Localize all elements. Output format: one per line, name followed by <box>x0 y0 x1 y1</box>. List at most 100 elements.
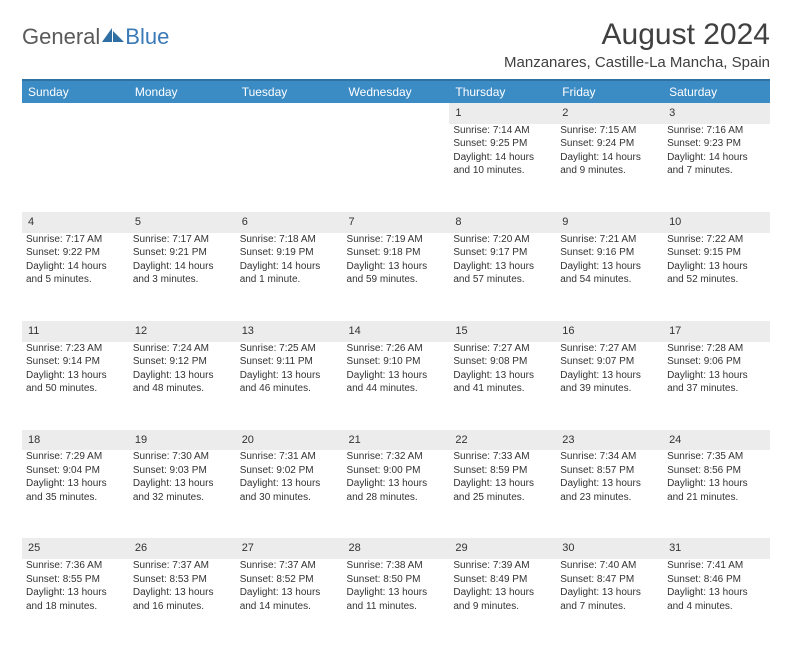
daylight-text: Daylight: 13 hours and 9 minutes. <box>453 586 552 613</box>
sunrise-text: Sunrise: 7:36 AM <box>26 559 125 573</box>
sunrise-text: Sunrise: 7:26 AM <box>347 342 446 356</box>
day-number-cell: 26 <box>129 538 236 559</box>
day-cell: Sunrise: 7:15 AMSunset: 9:24 PMDaylight:… <box>556 124 663 212</box>
day-number-cell <box>343 103 450 124</box>
weekday-header: Wednesday <box>343 81 450 103</box>
day-content-row: Sunrise: 7:36 AMSunset: 8:55 PMDaylight:… <box>22 559 770 647</box>
daylight-text: Daylight: 13 hours and 7 minutes. <box>560 586 659 613</box>
daylight-text: Daylight: 13 hours and 52 minutes. <box>667 260 766 287</box>
daylight-text: Daylight: 13 hours and 25 minutes. <box>453 477 552 504</box>
brand-logo: General Blue <box>22 18 169 50</box>
daylight-text: Daylight: 13 hours and 37 minutes. <box>667 369 766 396</box>
sunset-text: Sunset: 9:03 PM <box>133 464 232 478</box>
daylight-text: Daylight: 13 hours and 11 minutes. <box>347 586 446 613</box>
daylight-text: Daylight: 13 hours and 21 minutes. <box>667 477 766 504</box>
day-number-cell: 25 <box>22 538 129 559</box>
sunset-text: Sunset: 9:07 PM <box>560 355 659 369</box>
day-number-cell <box>22 103 129 124</box>
daylight-text: Daylight: 13 hours and 48 minutes. <box>133 369 232 396</box>
sunset-text: Sunset: 9:25 PM <box>453 137 552 151</box>
sunset-text: Sunset: 9:06 PM <box>667 355 766 369</box>
sunrise-text: Sunrise: 7:15 AM <box>560 124 659 138</box>
daylight-text: Daylight: 14 hours and 7 minutes. <box>667 151 766 178</box>
sunrise-text: Sunrise: 7:22 AM <box>667 233 766 247</box>
sunrise-text: Sunrise: 7:16 AM <box>667 124 766 138</box>
sunrise-text: Sunrise: 7:32 AM <box>347 450 446 464</box>
day-number-cell: 29 <box>449 538 556 559</box>
day-cell: Sunrise: 7:30 AMSunset: 9:03 PMDaylight:… <box>129 450 236 538</box>
daylight-text: Daylight: 13 hours and 50 minutes. <box>26 369 125 396</box>
sunrise-text: Sunrise: 7:39 AM <box>453 559 552 573</box>
day-cell: Sunrise: 7:24 AMSunset: 9:12 PMDaylight:… <box>129 342 236 430</box>
day-cell: Sunrise: 7:25 AMSunset: 9:11 PMDaylight:… <box>236 342 343 430</box>
daylight-text: Daylight: 13 hours and 44 minutes. <box>347 369 446 396</box>
daylight-text: Daylight: 13 hours and 39 minutes. <box>560 369 659 396</box>
sunset-text: Sunset: 9:15 PM <box>667 246 766 260</box>
sunset-text: Sunset: 9:22 PM <box>26 246 125 260</box>
month-title: August 2024 <box>504 18 770 52</box>
sunset-text: Sunset: 9:08 PM <box>453 355 552 369</box>
day-cell: Sunrise: 7:26 AMSunset: 9:10 PMDaylight:… <box>343 342 450 430</box>
day-number-cell: 31 <box>663 538 770 559</box>
sunset-text: Sunset: 9:17 PM <box>453 246 552 260</box>
day-number-cell: 16 <box>556 321 663 342</box>
day-cell: Sunrise: 7:20 AMSunset: 9:17 PMDaylight:… <box>449 233 556 321</box>
daylight-text: Daylight: 13 hours and 35 minutes. <box>26 477 125 504</box>
daylight-text: Daylight: 13 hours and 14 minutes. <box>240 586 339 613</box>
day-number-cell: 8 <box>449 212 556 233</box>
sunrise-text: Sunrise: 7:24 AM <box>133 342 232 356</box>
sunrise-text: Sunrise: 7:28 AM <box>667 342 766 356</box>
day-cell: Sunrise: 7:29 AMSunset: 9:04 PMDaylight:… <box>22 450 129 538</box>
day-number-cell: 9 <box>556 212 663 233</box>
sunset-text: Sunset: 8:47 PM <box>560 573 659 587</box>
day-cell: Sunrise: 7:39 AMSunset: 8:49 PMDaylight:… <box>449 559 556 647</box>
sunset-text: Sunset: 9:24 PM <box>560 137 659 151</box>
calendar-table: Sunday Monday Tuesday Wednesday Thursday… <box>22 81 770 647</box>
day-number-cell: 14 <box>343 321 450 342</box>
day-number-cell: 21 <box>343 430 450 451</box>
sunrise-text: Sunrise: 7:29 AM <box>26 450 125 464</box>
daynum-row: 123 <box>22 103 770 124</box>
daylight-text: Daylight: 14 hours and 9 minutes. <box>560 151 659 178</box>
day-cell: Sunrise: 7:36 AMSunset: 8:55 PMDaylight:… <box>22 559 129 647</box>
weekday-header: Friday <box>556 81 663 103</box>
day-number-cell: 20 <box>236 430 343 451</box>
logo-sail-icon <box>102 24 124 50</box>
sunset-text: Sunset: 9:12 PM <box>133 355 232 369</box>
day-number-cell: 23 <box>556 430 663 451</box>
daylight-text: Daylight: 13 hours and 30 minutes. <box>240 477 339 504</box>
day-cell <box>22 124 129 212</box>
day-number-cell: 22 <box>449 430 556 451</box>
day-content-row: Sunrise: 7:23 AMSunset: 9:14 PMDaylight:… <box>22 342 770 430</box>
sunset-text: Sunset: 9:11 PM <box>240 355 339 369</box>
sunrise-text: Sunrise: 7:33 AM <box>453 450 552 464</box>
day-cell: Sunrise: 7:35 AMSunset: 8:56 PMDaylight:… <box>663 450 770 538</box>
sunset-text: Sunset: 8:57 PM <box>560 464 659 478</box>
day-cell: Sunrise: 7:33 AMSunset: 8:59 PMDaylight:… <box>449 450 556 538</box>
sunrise-text: Sunrise: 7:25 AM <box>240 342 339 356</box>
sunrise-text: Sunrise: 7:41 AM <box>667 559 766 573</box>
day-cell: Sunrise: 7:32 AMSunset: 9:00 PMDaylight:… <box>343 450 450 538</box>
daylight-text: Daylight: 13 hours and 4 minutes. <box>667 586 766 613</box>
sunset-text: Sunset: 9:23 PM <box>667 137 766 151</box>
day-cell: Sunrise: 7:40 AMSunset: 8:47 PMDaylight:… <box>556 559 663 647</box>
day-number-cell: 11 <box>22 321 129 342</box>
calendar-page: General Blue August 2024 Manzanares, Cas… <box>0 0 792 647</box>
daynum-row: 45678910 <box>22 212 770 233</box>
day-cell: Sunrise: 7:17 AMSunset: 9:21 PMDaylight:… <box>129 233 236 321</box>
sunset-text: Sunset: 9:00 PM <box>347 464 446 478</box>
daylight-text: Daylight: 13 hours and 18 minutes. <box>26 586 125 613</box>
day-number-cell: 4 <box>22 212 129 233</box>
sunset-text: Sunset: 9:19 PM <box>240 246 339 260</box>
day-number-cell: 28 <box>343 538 450 559</box>
day-number-cell: 5 <box>129 212 236 233</box>
daylight-text: Daylight: 13 hours and 23 minutes. <box>560 477 659 504</box>
sunset-text: Sunset: 8:56 PM <box>667 464 766 478</box>
day-number-cell: 17 <box>663 321 770 342</box>
sunset-text: Sunset: 9:04 PM <box>26 464 125 478</box>
sunset-text: Sunset: 9:21 PM <box>133 246 232 260</box>
daylight-text: Daylight: 13 hours and 16 minutes. <box>133 586 232 613</box>
day-number-cell: 6 <box>236 212 343 233</box>
day-number-cell: 18 <box>22 430 129 451</box>
day-cell <box>343 124 450 212</box>
